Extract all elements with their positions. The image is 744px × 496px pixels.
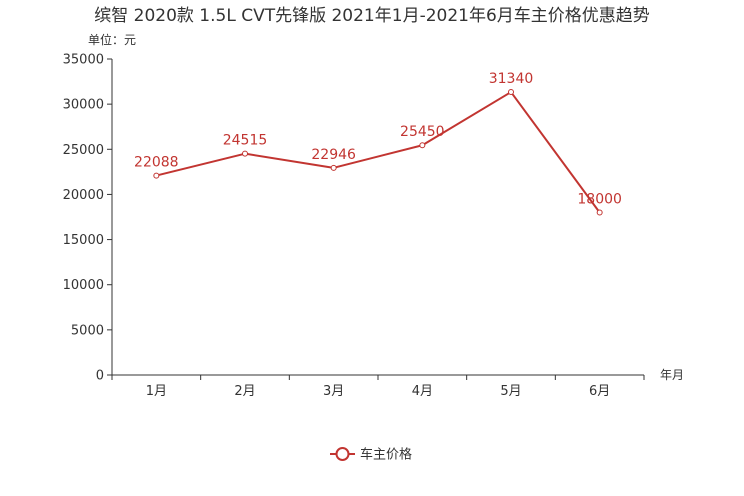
data-label: 18000 [577,191,622,207]
y-tick-label: 5000 [71,323,104,338]
legend-marker-icon [335,447,350,461]
data-point[interactable] [330,164,337,171]
y-axis-unit-label: 单位：元 [88,32,136,47]
data-label: 25450 [400,124,445,140]
y-tick-label: 20000 [63,188,104,203]
y-tick-label: 30000 [63,98,104,113]
data-point[interactable] [508,89,514,96]
data-point[interactable] [242,150,248,157]
data-point[interactable] [419,142,426,149]
series-line [156,91,601,214]
data-point[interactable] [153,172,160,179]
x-tick-label: 3月 [323,384,344,399]
data-label: 22946 [311,147,356,163]
y-tick-label: 10000 [63,278,104,293]
data-point[interactable] [596,209,603,216]
y-tick-label: 0 [96,369,104,384]
data-label: 24515 [223,133,268,149]
x-tick-label: 4月 [412,384,433,399]
x-tick-label: 6月 [589,384,610,399]
x-tick-label: 1月 [146,384,167,399]
chart-title: 缤智 2020款 1.5L CVT先锋版 2021年1月-2021年6月车主价格… [94,6,650,26]
x-axis-name-label: 年月 [660,368,684,382]
y-tick-label: 15000 [63,233,104,248]
legend-item-label[interactable]: 车主价格 [360,447,412,463]
data-label: 31340 [489,71,534,87]
x-tick-label: 5月 [500,384,521,399]
y-tick-label: 25000 [63,143,104,158]
y-tick-label: 35000 [63,53,104,68]
x-tick-label: 2月 [234,384,255,399]
data-label: 22088 [134,155,179,171]
